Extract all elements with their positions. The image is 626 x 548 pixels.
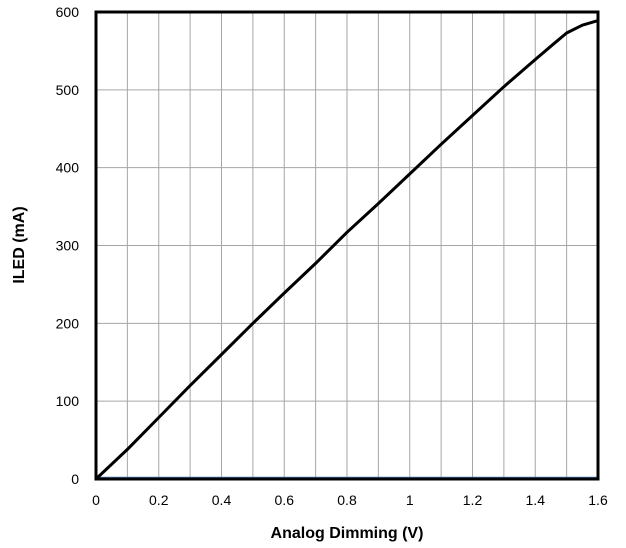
y-axis-ticks: 0 100 200 300 400 500 600 [56,4,80,487]
x-axis-ticks: 0 0.2 0.4 0.6 0.8 1 1.2 1.4 1.6 [92,492,608,508]
x-tick-label: 0.6 [275,492,295,508]
x-tick-label: 1 [406,492,414,508]
plot-border [94,10,600,481]
y-tick-label: 300 [56,238,80,254]
x-tick-label: 1.6 [588,492,608,508]
grid [96,12,598,479]
x-tick-label: 1.4 [526,492,546,508]
x-tick-label: 0 [92,492,100,508]
y-tick-label: 0 [71,471,79,487]
x-tick-label: 0.2 [149,492,169,508]
y-tick-label: 100 [56,393,80,409]
x-tick-label: 0.4 [212,492,232,508]
x-tick-label: 1.2 [463,492,483,508]
series-line [94,19,600,481]
y-axis-title: ILED (mA) [11,206,28,283]
y-tick-label: 200 [56,315,80,331]
series-layer [94,19,600,481]
x-tick-label: 0.8 [337,492,357,508]
x-axis-title: Analog Dimming (V) [271,525,424,542]
y-tick-label: 500 [56,82,80,98]
y-tick-label: 600 [56,4,80,20]
plot-frame [94,10,600,481]
y-tick-label: 400 [56,160,80,176]
